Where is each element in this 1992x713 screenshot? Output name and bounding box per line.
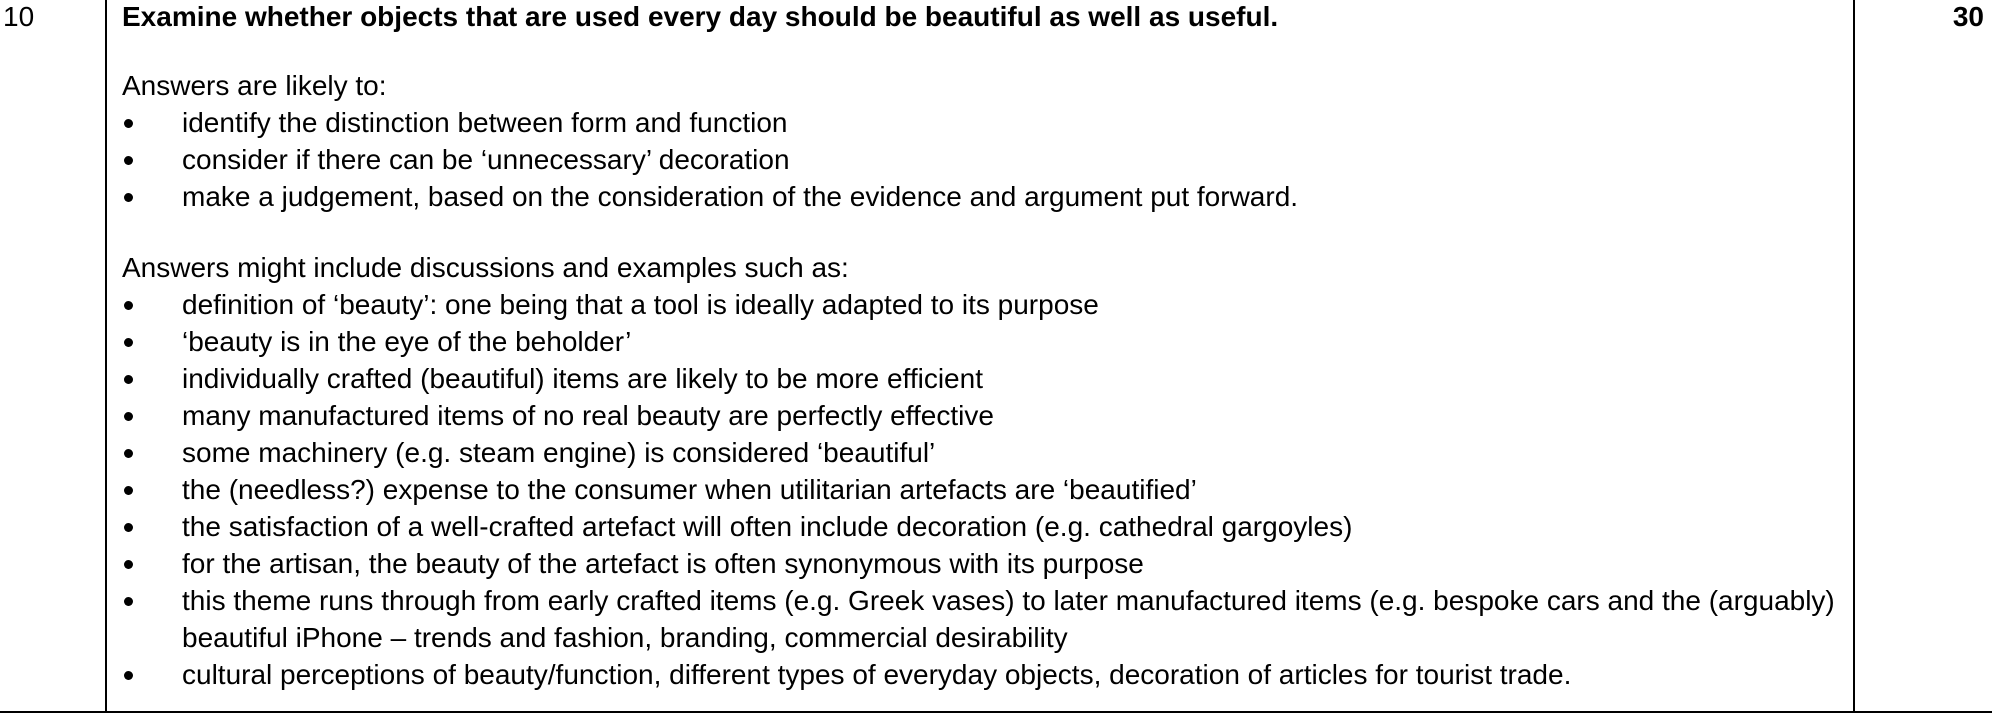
- list-item-text: individually crafted (beautiful) items a…: [182, 363, 983, 394]
- list-item: for the artisan, the beauty of the artef…: [122, 545, 1847, 582]
- column-divider-left: [105, 0, 107, 713]
- list-item-text: make a judgement, based on the considera…: [182, 181, 1299, 212]
- list-item-text: the (needless?) expense to the consumer …: [182, 474, 1197, 505]
- list-item: the satisfaction of a well-crafted artef…: [122, 508, 1847, 545]
- list-item: consider if there can be ‘unnecessary’ d…: [122, 141, 1847, 178]
- question-number: 10: [3, 1, 35, 32]
- section2-list: definition of ‘beauty’: one being that a…: [122, 286, 1847, 693]
- list-item: make a judgement, based on the considera…: [122, 178, 1847, 215]
- list-item: many manufactured items of no real beaut…: [122, 397, 1847, 434]
- list-item-text: cultural perceptions of beauty/function,…: [182, 659, 1572, 690]
- list-item-text: for the artisan, the beauty of the artef…: [182, 548, 1144, 579]
- marks-value: 30: [1952, 1, 1984, 32]
- list-item-text: some machinery (e.g. steam engine) is co…: [182, 437, 936, 468]
- list-item-text: this theme runs through from early craft…: [182, 585, 1835, 653]
- list-item: the (needless?) expense to the consumer …: [122, 471, 1847, 508]
- answer-guidance: Examine whether objects that are used ev…: [122, 0, 1847, 693]
- column-divider-right: [1853, 0, 1855, 713]
- section1-list: identify the distinction between form an…: [122, 104, 1847, 215]
- list-item-text: identify the distinction between form an…: [182, 107, 788, 138]
- list-item: this theme runs through from early craft…: [122, 582, 1847, 656]
- list-item: some machinery (e.g. steam engine) is co…: [122, 434, 1847, 471]
- question-text: Examine whether objects that are used ev…: [122, 1, 1279, 32]
- list-item: definition of ‘beauty’: one being that a…: [122, 286, 1847, 323]
- list-item: cultural perceptions of beauty/function,…: [122, 656, 1847, 693]
- section2-intro: Answers might include discussions and ex…: [122, 252, 849, 283]
- list-item: ‘beauty is in the eye of the beholder’: [122, 323, 1847, 360]
- list-item-text: ‘beauty is in the eye of the beholder’: [182, 326, 632, 357]
- list-item: identify the distinction between form an…: [122, 104, 1847, 141]
- list-item: individually crafted (beautiful) items a…: [122, 360, 1847, 397]
- list-item-text: consider if there can be ‘unnecessary’ d…: [182, 144, 790, 175]
- list-item-text: many manufactured items of no real beaut…: [182, 400, 994, 431]
- section1-intro: Answers are likely to:: [122, 70, 387, 101]
- list-item-text: definition of ‘beauty’: one being that a…: [182, 289, 1099, 320]
- list-item-text: the satisfaction of a well-crafted artef…: [182, 511, 1353, 542]
